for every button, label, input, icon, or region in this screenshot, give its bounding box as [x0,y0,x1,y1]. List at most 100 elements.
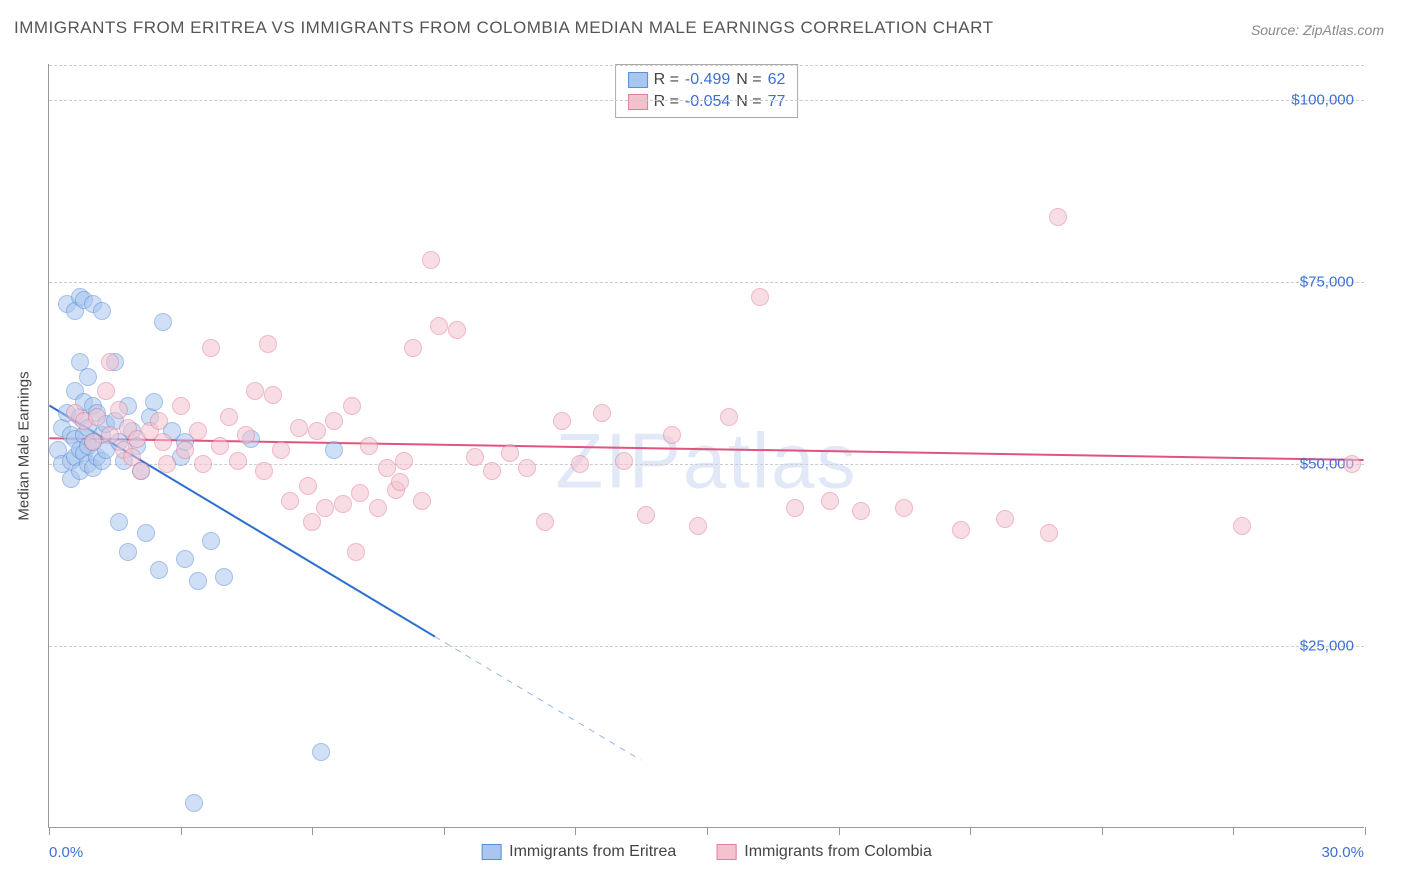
data-point [536,513,554,531]
data-point [281,492,299,510]
data-point [158,455,176,473]
legend-row-eritrea: R = -0.499 N = 62 [628,69,786,91]
data-point [518,459,536,477]
x-max-label: 30.0% [1321,844,1364,861]
data-point [137,524,155,542]
data-point [422,251,440,269]
chart-title: IMMIGRANTS FROM ERITREA VS IMMIGRANTS FR… [14,18,993,38]
data-point [430,317,448,335]
data-point [110,401,128,419]
y-tick-label: $100,000 [1291,92,1354,109]
data-point [119,543,137,561]
data-point [663,426,681,444]
y-axis-title: Median Male Earnings [16,371,33,520]
r-label: R = [654,91,679,113]
x-tick [1233,827,1234,835]
watermark-text: ZIPatlas [555,415,857,506]
swatch-eritrea [628,72,648,88]
grid-line [49,282,1364,283]
data-point [154,313,172,331]
data-point [259,335,277,353]
data-point [255,462,273,480]
data-point [448,321,466,339]
data-point [316,499,334,517]
r-value: -0.499 [685,69,730,91]
series-name: Immigrants from Colombia [744,843,932,861]
r-label: R = [654,69,679,91]
data-point [593,404,611,422]
data-point [347,543,365,561]
data-point [615,452,633,470]
data-point [325,412,343,430]
correlation-legend: R = -0.499 N = 62 R = -0.054 N = 77 [615,64,799,118]
data-point [751,288,769,306]
data-point [194,455,212,473]
series-name: Immigrants from Eritrea [509,843,676,861]
data-point [229,452,247,470]
grid-line [49,65,1364,66]
data-point [202,532,220,550]
data-point [466,448,484,466]
grid-line [49,646,1364,647]
source-attribution: Source: ZipAtlas.com [1251,22,1384,38]
data-point [312,743,330,761]
grid-line [49,464,1364,465]
data-point [404,339,422,357]
x-tick [575,827,576,835]
data-point [689,517,707,535]
data-point [395,452,413,470]
data-point [637,506,655,524]
series-legend: Immigrants from Eritrea Immigrants from … [481,843,932,861]
data-point [1049,208,1067,226]
n-value: 77 [768,91,786,113]
n-value: 62 [768,69,786,91]
data-point [308,422,326,440]
x-tick [707,827,708,835]
data-point [299,477,317,495]
data-point [176,441,194,459]
plot-area: ZIPatlas R = -0.499 N = 62 R = -0.054 N … [48,64,1364,828]
data-point [189,422,207,440]
data-point [79,368,97,386]
data-point [952,521,970,539]
data-point [220,408,238,426]
x-min-label: 0.0% [49,844,83,861]
legend-item-eritrea: Immigrants from Eritrea [481,843,676,861]
data-point [821,492,839,510]
data-point [215,568,233,586]
data-point [150,561,168,579]
data-point [246,382,264,400]
data-point [1040,524,1058,542]
data-point [264,386,282,404]
data-point [145,393,163,411]
chart-container: IMMIGRANTS FROM ERITREA VS IMMIGRANTS FR… [0,0,1406,892]
data-point [176,550,194,568]
data-point [303,513,321,531]
data-point [1343,455,1361,473]
data-point [172,397,190,415]
x-tick [1102,827,1103,835]
grid-line [49,100,1364,101]
data-point [325,441,343,459]
data-point [93,302,111,320]
data-point [211,437,229,455]
data-point [413,492,431,510]
data-point [84,433,102,451]
x-tick [970,827,971,835]
legend-item-colombia: Immigrants from Colombia [716,843,932,861]
data-point [391,473,409,491]
data-point [185,794,203,812]
data-point [101,353,119,371]
data-point [97,382,115,400]
swatch-colombia [716,844,736,860]
data-point [571,455,589,473]
y-tick-label: $25,000 [1300,638,1354,655]
data-point [720,408,738,426]
data-point [996,510,1014,528]
data-point [483,462,501,480]
data-point [101,426,119,444]
data-point [110,513,128,531]
n-label: N = [736,91,761,113]
data-point [852,502,870,520]
x-tick [839,827,840,835]
